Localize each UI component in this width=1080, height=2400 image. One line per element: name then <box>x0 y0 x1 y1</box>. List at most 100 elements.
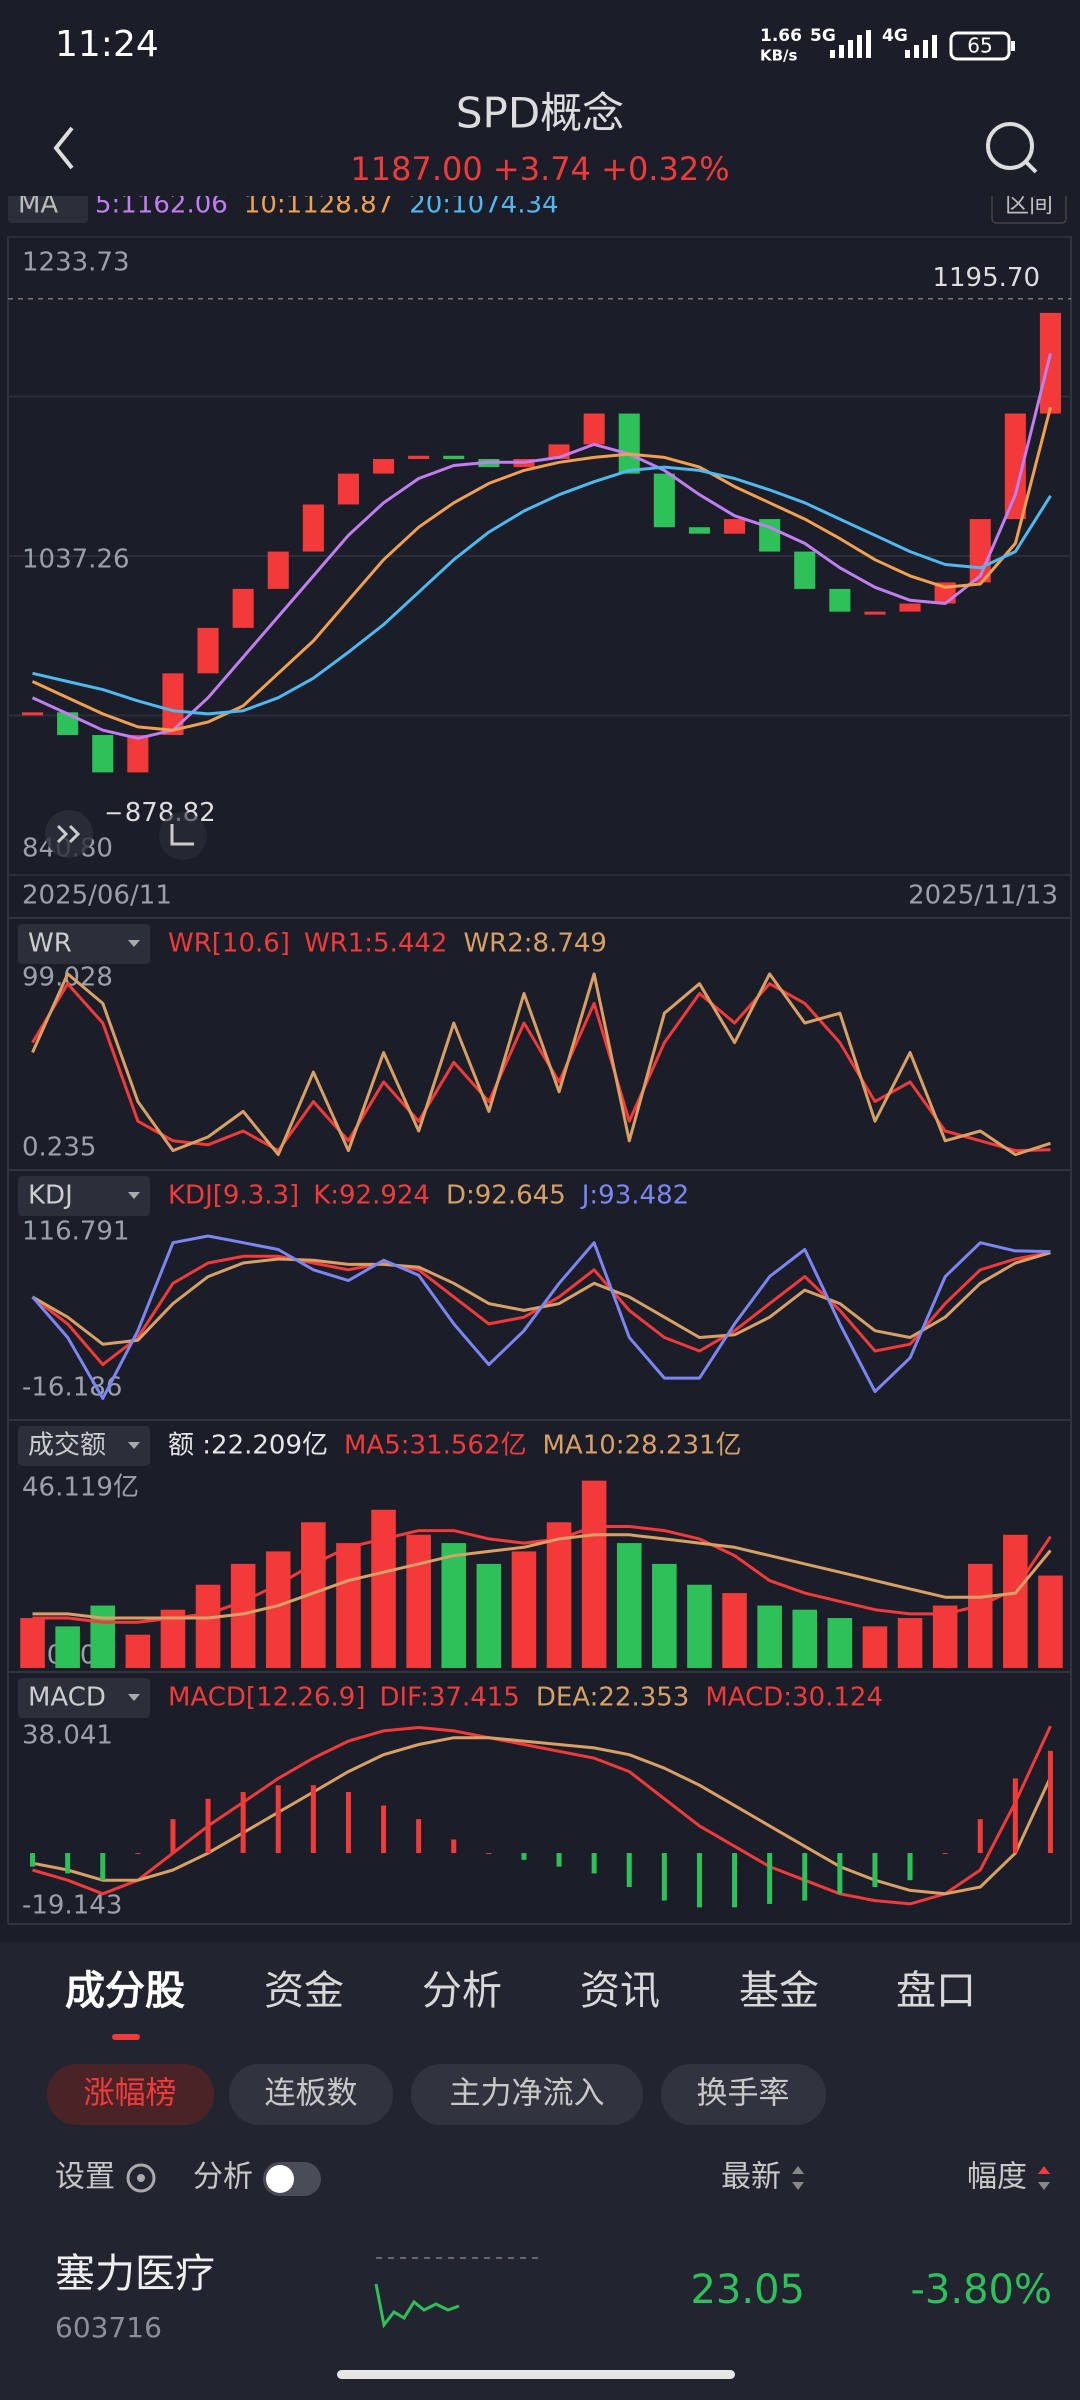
candle <box>794 551 816 589</box>
tab[interactable]: 基金 <box>739 1968 819 2014</box>
series-line <box>31 1234 1051 1400</box>
volume-bar <box>757 1605 782 1668</box>
volume-bar <box>687 1584 712 1668</box>
indicator-name: KDJ <box>28 1181 73 1211</box>
macd-bar <box>1012 1778 1018 1854</box>
candle <box>57 712 79 736</box>
settings-icon[interactable] <box>126 2163 156 2193</box>
volume-bar <box>441 1543 467 1668</box>
volume-bar <box>581 1480 607 1668</box>
candle <box>337 473 359 505</box>
filter-chip[interactable] <box>229 2064 393 2125</box>
volume-bar <box>90 1605 116 1668</box>
settings-label[interactable]: 设置 <box>55 2160 115 2195</box>
back-button[interactable] <box>53 126 74 170</box>
volume-bar <box>862 1626 888 1668</box>
panel-bg <box>0 1942 1080 2400</box>
macd-bar <box>65 1853 71 1874</box>
indicator-selector[interactable] <box>18 1426 150 1466</box>
series-line <box>31 972 1051 1157</box>
series-line <box>31 982 1051 1153</box>
filter-chip[interactable] <box>411 2064 643 2125</box>
series-line <box>32 1725 1052 1906</box>
macd-bar <box>486 1853 492 1855</box>
tab[interactable]: 资讯 <box>580 1968 660 2014</box>
volume-bar <box>652 1563 677 1668</box>
dropdown-arrow <box>128 1694 140 1701</box>
series-line <box>32 465 1052 716</box>
macd-bar <box>872 1853 878 1887</box>
change-label[interactable]: 幅度 <box>967 2160 1027 2195</box>
dropdown-arrow <box>128 940 140 947</box>
macd-bar <box>767 1853 773 1904</box>
candle <box>899 603 921 612</box>
indicator-selector[interactable] <box>18 1176 150 1216</box>
candle <box>618 413 640 474</box>
indicator-selector[interactable] <box>18 924 150 964</box>
signal-bars <box>830 30 937 58</box>
crop-icon <box>170 824 194 846</box>
candle <box>583 413 605 445</box>
y-tick-label: -16.186 <box>22 1373 122 1403</box>
candle <box>267 551 289 589</box>
bar <box>839 45 844 58</box>
chart-tools <box>45 810 207 860</box>
series-line <box>32 1736 1052 1896</box>
y-tick-label: 116.791 <box>22 1217 130 1247</box>
crop-button[interactable] <box>159 812 207 860</box>
volume-bar <box>55 1626 80 1668</box>
tab[interactable]: 盘口 <box>896 1968 976 2014</box>
analysis-label: 分析 <box>193 2160 253 2195</box>
legend-entry: MA5:31.562亿 <box>344 1431 527 1461</box>
macd-bar <box>416 1819 422 1854</box>
series-line <box>31 406 1052 732</box>
tab[interactable]: 成分股 <box>65 1968 185 2014</box>
sort-icon <box>1038 2182 1050 2190</box>
home-indicator <box>337 2370 735 2379</box>
bar <box>857 35 862 58</box>
top-bar-bg <box>0 0 1080 196</box>
expand-button[interactable] <box>45 810 93 858</box>
stock-code: 603716 <box>55 2311 162 2344</box>
y-tick-label: -19.143 <box>22 1891 122 1921</box>
macd-bar <box>521 1853 527 1860</box>
page-title: SPD概念 <box>456 89 624 138</box>
legend-entry: DEA:22.353 <box>536 1683 690 1713</box>
stock-price: 23.05 <box>690 2267 805 2313</box>
legend-entry: J:93.482 <box>580 1181 689 1211</box>
bar <box>932 35 937 58</box>
y-tick-label: 0.235 <box>22 1133 96 1163</box>
indicator-name: WR <box>28 929 72 959</box>
volume-bar <box>792 1609 818 1668</box>
candle <box>127 735 149 773</box>
macd-bar <box>907 1853 913 1881</box>
x-tick-label: 2025/06/11 <box>22 881 172 911</box>
latest-label[interactable]: 最新 <box>721 2160 781 2195</box>
filter-chip[interactable] <box>661 2064 826 2125</box>
dropdown-arrow <box>128 1192 140 1199</box>
expand-icon <box>56 824 81 844</box>
legend-entry: DIF:37.415 <box>379 1683 519 1713</box>
tab[interactable]: 分析 <box>422 1968 502 2014</box>
search-button[interactable] <box>986 122 1034 170</box>
bar <box>848 40 853 58</box>
bar <box>905 50 910 58</box>
macd-bar <box>135 1853 141 1855</box>
indicator-selector[interactable] <box>18 1678 150 1718</box>
volume-bar <box>967 1563 993 1668</box>
macd-bar <box>977 1819 983 1854</box>
candle <box>443 455 465 460</box>
stock-row[interactable]: 塞力医疗 603716 23.05 -3.80% <box>55 2251 1052 2344</box>
macd-bar <box>661 1853 667 1901</box>
volume-bar <box>511 1551 537 1668</box>
sort-icon <box>792 2166 804 2190</box>
candle <box>22 712 44 716</box>
tab[interactable]: 资金 <box>264 1968 344 2014</box>
filter-chip[interactable] <box>47 2064 214 2125</box>
volume-bar <box>932 1605 958 1668</box>
candle <box>373 459 395 474</box>
candle <box>759 519 781 552</box>
volume-bar <box>265 1551 291 1668</box>
tabs: 成分股 资金 分析 资讯 基金 盘口 <box>65 1968 976 2014</box>
